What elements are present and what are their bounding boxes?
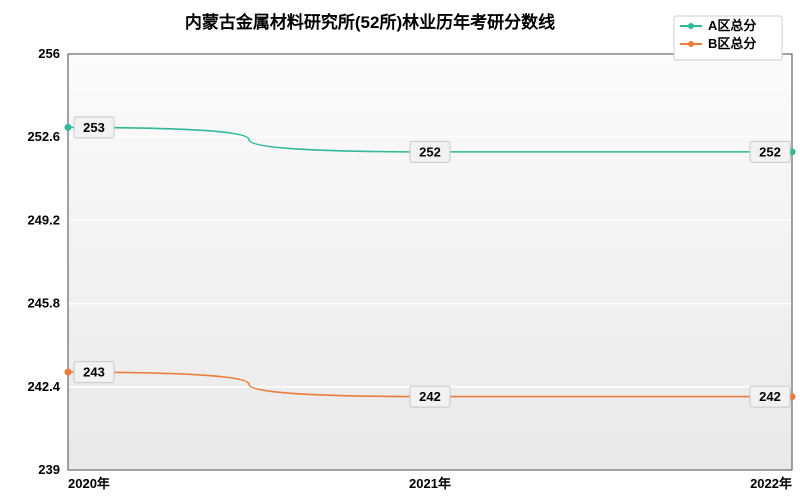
x-axis-label: 2020年 [68,476,110,491]
y-axis-label: 256 [38,46,60,61]
legend-marker-1 [688,41,694,47]
legend-label-1: B区总分 [708,36,756,51]
plot-area [68,54,792,470]
legend-marker-0 [688,23,694,29]
data-label-0-0: 253 [83,120,105,135]
chart-title: 内蒙古金属材料研究所(52所)林业历年考研分数线 [185,12,555,32]
data-label-0-2: 252 [759,144,781,159]
y-axis-label: 242.4 [27,379,60,394]
legend-label-0: A区总分 [708,18,756,33]
data-label-1-0: 243 [83,365,105,380]
data-label-0-1: 252 [419,144,441,159]
series-marker-0-0 [65,124,72,131]
series-marker-1-0 [65,369,72,376]
y-axis-label: 239 [38,462,60,477]
line-chart: 239 242.4 245.8 249.2 252.6 256 2020年 2021年 2022… [0,0,800,500]
y-axis-label: 249.2 [27,212,60,227]
x-axis-label: 2022年 [750,476,792,491]
chart-container: 239 242.4 245.8 249.2 252.6 256 2020年 2021年 2022… [0,0,800,500]
x-axis-label: 2021年 [409,476,451,491]
data-label-1-2: 242 [759,389,781,404]
y-axis-label: 252.6 [27,129,60,144]
y-axis-label: 245.8 [27,296,60,311]
data-label-1-1: 242 [419,389,441,404]
